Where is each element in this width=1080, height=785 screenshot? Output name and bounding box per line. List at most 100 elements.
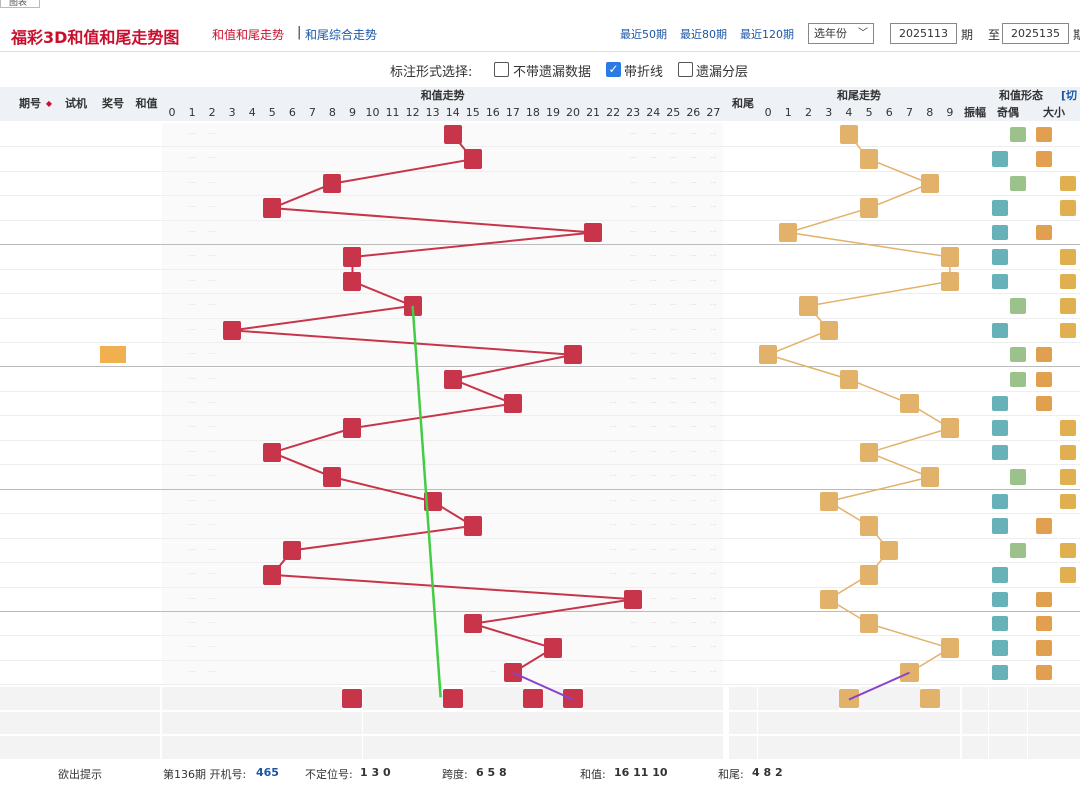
sum-hit-cell[interactable] bbox=[423, 491, 442, 512]
nav-link-sum-tail[interactable]: 和值和尾走势 bbox=[212, 28, 285, 42]
tail-hit-cell[interactable] bbox=[880, 540, 899, 561]
sum-hit-cell[interactable] bbox=[323, 173, 342, 194]
sum-hit-cell[interactable] bbox=[584, 222, 603, 243]
preselect-tail-cell[interactable] bbox=[879, 736, 900, 759]
preselect-sum-cell[interactable] bbox=[603, 736, 624, 759]
tail-hit-cell[interactable] bbox=[819, 320, 838, 341]
sum-hit-cell[interactable] bbox=[343, 271, 362, 292]
option-polyline-label[interactable]: 带折线 bbox=[624, 65, 664, 80]
preselect-tail-cell[interactable] bbox=[939, 711, 960, 735]
tail-hit-cell[interactable] bbox=[900, 393, 919, 414]
preselect-sum-cell[interactable] bbox=[402, 687, 423, 710]
preselect-sum-cell[interactable] bbox=[522, 736, 543, 759]
sum-hit-cell[interactable] bbox=[543, 638, 562, 658]
preselect-tail-cell[interactable] bbox=[778, 736, 799, 759]
tail-hit-cell[interactable] bbox=[940, 247, 959, 267]
preselect-sum-cell[interactable] bbox=[362, 687, 383, 710]
preselect-sum-cell[interactable] bbox=[222, 736, 243, 759]
preselect-sum-cell[interactable] bbox=[362, 736, 383, 759]
preselect-sum-cell[interactable] bbox=[663, 687, 684, 710]
option-no-miss-label[interactable]: 不带遗漏数据 bbox=[513, 65, 592, 80]
preselect-tail-cell[interactable] bbox=[919, 689, 940, 708]
preselect-tail-cell[interactable] bbox=[859, 687, 880, 710]
tail-hit-cell[interactable] bbox=[860, 614, 879, 634]
recent-50-link[interactable]: 最近50期 bbox=[620, 28, 667, 41]
recent-80-link[interactable]: 最近80期 bbox=[680, 28, 727, 41]
preselect-tail-cell[interactable] bbox=[818, 687, 839, 710]
preselect-sum-cell[interactable] bbox=[603, 687, 624, 710]
preselect-sum-cell[interactable] bbox=[382, 711, 403, 735]
preselect-sum-cell[interactable] bbox=[222, 711, 243, 735]
preselect-tail-cell[interactable] bbox=[778, 711, 799, 735]
preselect-tail-cell[interactable] bbox=[879, 687, 900, 710]
tail-hit-cell[interactable] bbox=[900, 662, 919, 683]
preselect-odd[interactable] bbox=[989, 736, 1008, 759]
sum-hit-cell[interactable] bbox=[343, 418, 362, 438]
preselect-sum-cell[interactable] bbox=[242, 736, 263, 759]
preselect-sum-cell[interactable] bbox=[222, 687, 243, 710]
preselect-sum-cell[interactable] bbox=[643, 711, 664, 735]
tail-hit-cell[interactable] bbox=[860, 198, 879, 218]
sum-hit-cell[interactable] bbox=[624, 589, 643, 609]
preselect-sum-cell[interactable] bbox=[482, 687, 503, 710]
preselect-sum-cell[interactable] bbox=[162, 711, 183, 735]
preselect-sum-cell[interactable] bbox=[583, 736, 604, 759]
preselect-sum-cell[interactable] bbox=[422, 687, 443, 710]
preselect-sum-cell[interactable] bbox=[282, 736, 303, 759]
tail-hit-cell[interactable] bbox=[839, 369, 858, 389]
top-tab[interactable]: 图表 bbox=[0, 0, 40, 8]
preselect-tail-cell[interactable] bbox=[798, 687, 819, 710]
preselect-sum-cell[interactable] bbox=[522, 689, 543, 708]
sum-hit-cell[interactable] bbox=[463, 149, 482, 169]
preselect-sum-cell[interactable] bbox=[623, 736, 644, 759]
tail-hit-cell[interactable] bbox=[940, 638, 959, 658]
tail-hit-cell[interactable] bbox=[759, 345, 778, 365]
sum-hit-cell[interactable] bbox=[283, 540, 302, 561]
sum-hit-cell[interactable] bbox=[343, 247, 362, 267]
preselect-tail-cell[interactable] bbox=[818, 711, 839, 735]
tail-hit-cell[interactable] bbox=[779, 222, 798, 243]
preselect-sum-cell[interactable] bbox=[202, 736, 223, 759]
preselect-sum-cell[interactable] bbox=[462, 711, 483, 735]
preselect-sum-cell[interactable] bbox=[703, 736, 724, 759]
tail-hit-cell[interactable] bbox=[940, 418, 959, 438]
preselect-tail-cell[interactable] bbox=[899, 711, 920, 735]
preselect-sum-cell[interactable] bbox=[683, 687, 704, 710]
preselect-sum-cell[interactable] bbox=[182, 687, 203, 710]
sum-hit-cell[interactable] bbox=[263, 198, 282, 218]
preselect-sum-cell[interactable] bbox=[382, 687, 403, 710]
tail-hit-cell[interactable] bbox=[940, 271, 959, 292]
sum-hit-cell[interactable] bbox=[223, 320, 242, 341]
preselect-sum-cell[interactable] bbox=[442, 711, 463, 735]
preselect-sum-cell[interactable] bbox=[342, 736, 363, 759]
sum-hit-cell[interactable] bbox=[463, 614, 482, 634]
sum-hit-cell[interactable] bbox=[443, 125, 462, 145]
preselect-sum-cell[interactable] bbox=[603, 711, 624, 735]
preselect-sum-cell[interactable] bbox=[703, 711, 724, 735]
tail-hit-cell[interactable] bbox=[860, 442, 879, 463]
preselect-tail-cell[interactable] bbox=[798, 736, 819, 759]
preselect-even[interactable] bbox=[1008, 687, 1027, 710]
preselect-sum-cell[interactable] bbox=[322, 711, 343, 735]
preselect-small[interactable] bbox=[1054, 687, 1080, 710]
preselect-tail-cell[interactable] bbox=[939, 736, 960, 759]
checkbox-no-miss[interactable] bbox=[494, 62, 509, 77]
preselect-sum-cell[interactable] bbox=[382, 736, 403, 759]
preselect-sum-cell[interactable] bbox=[302, 736, 323, 759]
preselect-tail-cell[interactable] bbox=[818, 736, 839, 759]
preselect-sum-cell[interactable] bbox=[583, 687, 604, 710]
preselect-sum-cell[interactable] bbox=[162, 687, 183, 710]
preselect-tail-cell[interactable] bbox=[859, 736, 880, 759]
preselect-tail-cell[interactable] bbox=[939, 687, 960, 710]
preselect-tail-cell[interactable] bbox=[758, 687, 779, 710]
year-select[interactable]: 选年份 ﹀ bbox=[808, 23, 874, 44]
preselect-tail-cell[interactable] bbox=[798, 711, 819, 735]
preselect-sum-cell[interactable] bbox=[542, 687, 563, 710]
preselect-big[interactable] bbox=[1028, 687, 1054, 710]
preselect-sum-cell[interactable] bbox=[563, 689, 584, 708]
preselect-tail-cell[interactable] bbox=[838, 711, 859, 735]
preselect-sum-cell[interactable] bbox=[322, 687, 343, 710]
checkbox-miss-layer[interactable] bbox=[678, 62, 693, 77]
tail-hit-cell[interactable] bbox=[860, 149, 879, 169]
option-miss-layer-label[interactable]: 遗漏分层 bbox=[696, 65, 749, 80]
